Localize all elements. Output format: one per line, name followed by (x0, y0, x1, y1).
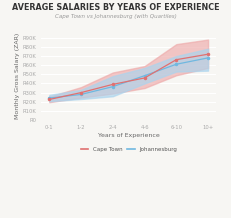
Y-axis label: Monthly Gross Salary (ZAR): Monthly Gross Salary (ZAR) (15, 32, 20, 119)
X-axis label: Years of Experience: Years of Experience (98, 133, 160, 138)
Legend: Cape Town, Johannesburg: Cape Town, Johannesburg (78, 145, 179, 155)
Text: AVERAGE SALARIES BY YEARS OF EXPERIENCE: AVERAGE SALARIES BY YEARS OF EXPERIENCE (12, 3, 219, 12)
Text: Cape Town vs Johannesburg (with Quartiles): Cape Town vs Johannesburg (with Quartile… (55, 14, 176, 19)
